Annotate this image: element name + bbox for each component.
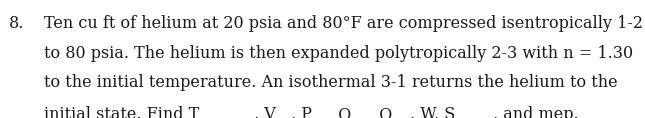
Text: , Q: , Q	[369, 106, 392, 118]
Text: to 80 psia. The helium is then expanded polytropically 2-3 with n = 1.30: to 80 psia. The helium is then expanded …	[44, 45, 633, 62]
Text: 8.: 8.	[8, 15, 24, 32]
Text: , W, S: , W, S	[410, 106, 456, 118]
Text: , P: , P	[292, 106, 312, 118]
Text: to the initial temperature. An isothermal 3-1 returns the helium to the: to the initial temperature. An isotherma…	[44, 74, 617, 91]
Text: , and mep.: , and mep.	[493, 106, 579, 118]
Text: initial state. Find T: initial state. Find T	[44, 106, 199, 118]
Text: , V: , V	[253, 106, 275, 118]
Text: Ten cu ft of helium at 20 psia and 80°F are compressed isentropically 1-2: Ten cu ft of helium at 20 psia and 80°F …	[44, 15, 643, 32]
Text: , Q: , Q	[328, 106, 352, 118]
